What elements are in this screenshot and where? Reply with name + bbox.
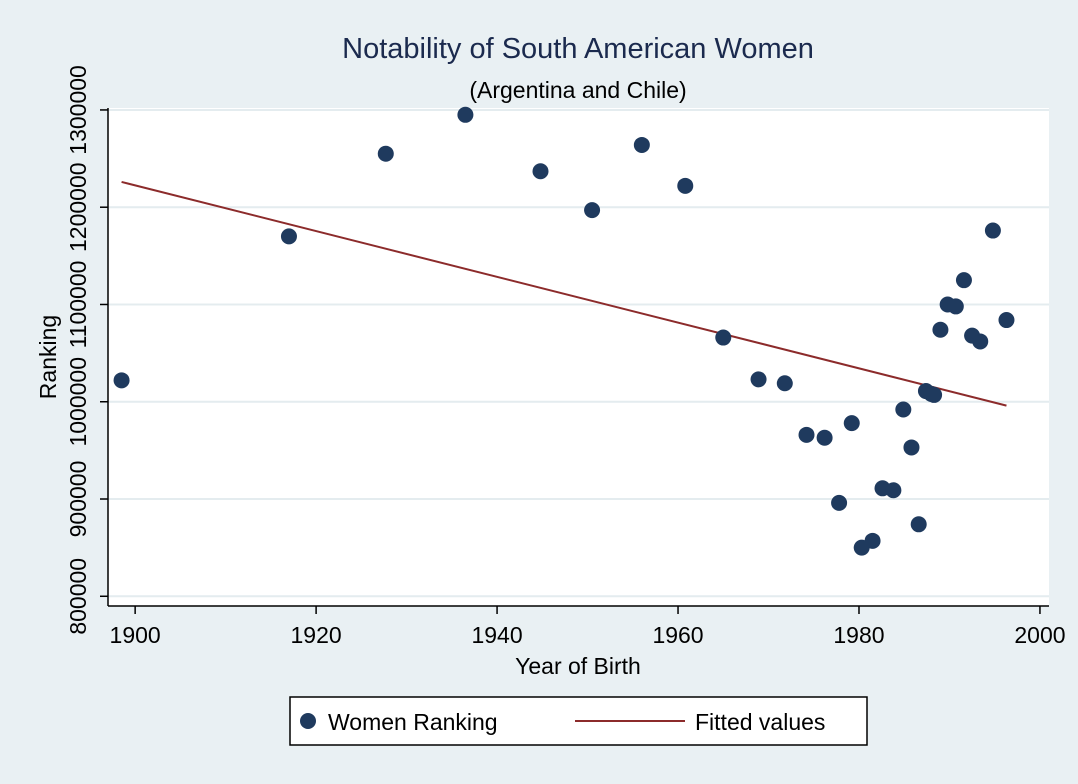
- women-ranking-point: [903, 439, 920, 456]
- y-axis-ticks: 800000 900000 1000000 1100000 1200000 1300000: [65, 65, 108, 635]
- x-tick-label: 1980: [833, 622, 884, 648]
- women-ranking-point: [584, 202, 601, 219]
- plot-area: [108, 108, 1049, 606]
- fitted-values-line: [121, 180, 1007, 407]
- women-ranking-point: [377, 145, 394, 162]
- women-ranking-point: [677, 177, 694, 194]
- legend-label-women-ranking: Women Ranking: [328, 709, 498, 735]
- grid-lines: [108, 108, 1049, 598]
- y-tick-label: 800000: [65, 558, 91, 635]
- y-tick-label: 900000: [65, 461, 91, 538]
- women-ranking-point: [457, 106, 474, 123]
- women-ranking-point: [816, 429, 833, 446]
- women-ranking-point: [926, 386, 943, 403]
- y-tick-label: 1300000: [65, 65, 91, 155]
- women-ranking-point: [633, 136, 650, 153]
- y-axis-title: Ranking: [35, 315, 61, 399]
- women-ranking-point: [776, 375, 793, 392]
- women-ranking-point: [843, 415, 860, 432]
- y-tick-label: 1000000: [65, 357, 91, 447]
- women-ranking-point: [955, 272, 972, 289]
- women-ranking-point: [798, 426, 815, 443]
- women-ranking-point: [885, 482, 902, 499]
- x-tick-label: 1900: [110, 622, 161, 648]
- chart-title: Notability of South American Women: [342, 33, 814, 65]
- legend-marker-women-ranking: [300, 713, 316, 729]
- x-tick-label: 1960: [652, 622, 703, 648]
- legend: Women Ranking Fitted values: [289, 696, 868, 746]
- series-layer: [113, 106, 1015, 556]
- chart-subtitle: (Argentina and Chile): [469, 77, 686, 103]
- women-ranking-point: [998, 312, 1015, 329]
- women-ranking-point: [532, 163, 549, 180]
- women-ranking-point: [895, 401, 912, 418]
- y-tick-label: 1100000: [65, 261, 91, 349]
- women-ranking-point: [984, 222, 1001, 239]
- legend-label-fitted-values: Fitted values: [695, 709, 825, 735]
- women-ranking-point: [947, 298, 964, 315]
- women-ranking-point: [864, 532, 881, 549]
- women-ranking-point: [280, 228, 297, 245]
- y-tick-label: 1200000: [65, 162, 91, 252]
- women-ranking-point: [831, 494, 848, 511]
- women-ranking-point: [750, 371, 767, 388]
- x-axis-ticks: 1900 1920 1940 1960 1980 2000: [110, 606, 1066, 648]
- women-ranking-point: [910, 516, 927, 533]
- women-ranking-point: [972, 333, 989, 350]
- x-tick-label: 2000: [1014, 622, 1065, 648]
- women-ranking-point: [932, 321, 949, 338]
- x-axis-title: Year of Birth: [515, 653, 641, 679]
- women-ranking-point: [715, 329, 732, 346]
- x-tick-label: 1920: [291, 622, 342, 648]
- x-tick-label: 1940: [471, 622, 522, 648]
- women-ranking-point: [113, 372, 130, 389]
